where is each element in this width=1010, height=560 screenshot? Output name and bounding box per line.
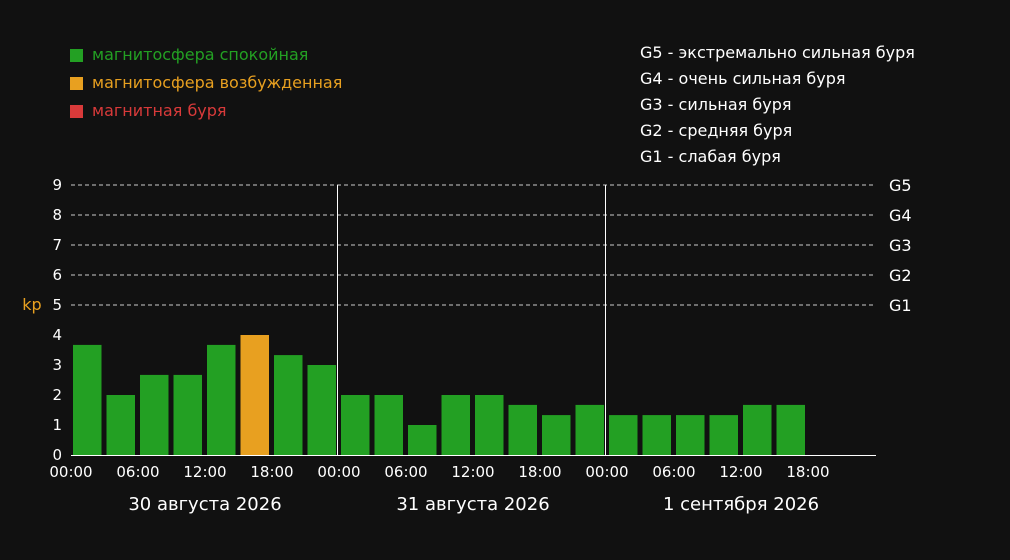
storm-scale-legend: G5 - экстремально сильная буря G4 - очень… (640, 43, 915, 166)
day-label: 31 августа 2026 (396, 494, 549, 515)
y-tick-label: 8 (52, 206, 62, 224)
legend-label: магнитосфера спокойная (92, 45, 308, 64)
kp-bar (508, 404, 537, 455)
kp-bar (709, 415, 738, 455)
x-tick-label: 18:00 (250, 463, 293, 481)
day-label: 1 сентября 2026 (663, 494, 819, 515)
storm-scale-item: G5 - экстремально сильная буря (640, 43, 915, 62)
x-tick-label: 18:00 (786, 463, 829, 481)
legend-label: магнитосфера возбужденная (92, 73, 342, 92)
kp-bar (173, 374, 202, 455)
kp-bar (575, 404, 604, 455)
g-level-label: G4 (889, 206, 912, 225)
g-level-labels: G1 G2 G3 G4 G5 (889, 176, 912, 315)
kp-bar (274, 355, 303, 455)
kp-bar (609, 415, 638, 455)
legend-swatch (70, 77, 83, 90)
y-tick-label: 6 (52, 266, 62, 284)
status-legend: магнитосфера спокойная магнитосфера возбу… (70, 45, 342, 120)
kp-bar (408, 425, 437, 455)
x-tick-label: 00:00 (317, 463, 360, 481)
legend-label: магнитная буря (92, 101, 227, 120)
legend-swatch (70, 49, 83, 62)
storm-scale-item: G3 - сильная буря (640, 95, 791, 114)
kp-bar (73, 344, 102, 455)
g-level-label: G5 (889, 176, 912, 195)
y-tick-label: 7 (52, 236, 62, 254)
x-tick-labels: 00:00 06:00 12:00 18:00 00:00 06:00 12:00 18:00… (49, 463, 829, 481)
x-tick-label: 00:00 (585, 463, 628, 481)
kp-bar (441, 395, 470, 455)
day-labels: 30 августа 2026 31 августа 2026 1 сентября… (128, 494, 819, 515)
kp-bar (642, 415, 671, 455)
x-tick-label: 12:00 (183, 463, 226, 481)
y-tick-label: 3 (52, 356, 62, 374)
kp-bar (776, 404, 805, 455)
x-tick-label: 12:00 (719, 463, 762, 481)
grid-lines (71, 184, 876, 306)
kp-bars (73, 335, 805, 455)
kp-bar (475, 395, 504, 455)
kp-bar (676, 415, 705, 455)
kp-bar (106, 395, 135, 455)
storm-scale-item: G4 - очень сильная буря (640, 69, 846, 88)
legend-swatch (70, 105, 83, 118)
y-tick-label: 5 (52, 296, 62, 314)
kp-bar (307, 365, 336, 455)
x-tick-label: 06:00 (652, 463, 695, 481)
kp-bar (341, 395, 370, 455)
y-tick-label: 1 (52, 416, 62, 434)
kp-bar (743, 404, 772, 455)
y-tick-label: 4 (52, 326, 62, 344)
y-tick-label: 9 (52, 176, 62, 194)
kp-bar (542, 415, 571, 455)
y-tick-label: 2 (52, 386, 62, 404)
day-label: 30 августа 2026 (128, 494, 281, 515)
day-separators (337, 185, 606, 455)
storm-scale-item: G1 - слабая буря (640, 147, 781, 166)
kp-bar (240, 335, 269, 455)
y-tick-labels: 0 1 2 3 4 5 6 7 8 9 (52, 176, 62, 464)
kp-bar (374, 395, 403, 455)
x-tick-label: 06:00 (384, 463, 427, 481)
g-level-label: G1 (889, 296, 912, 315)
g-level-label: G3 (889, 236, 912, 255)
x-tick-label: 00:00 (49, 463, 92, 481)
g-level-label: G2 (889, 266, 912, 285)
x-tick-label: 12:00 (451, 463, 494, 481)
x-tick-label: 06:00 (116, 463, 159, 481)
storm-scale-item: G2 - средняя буря (640, 121, 792, 140)
x-tick-label: 18:00 (518, 463, 561, 481)
kp-bar (140, 374, 169, 455)
y-axis-label: kp (22, 295, 41, 314)
y-tick-label: 0 (52, 446, 62, 464)
kp-bar (207, 344, 236, 455)
